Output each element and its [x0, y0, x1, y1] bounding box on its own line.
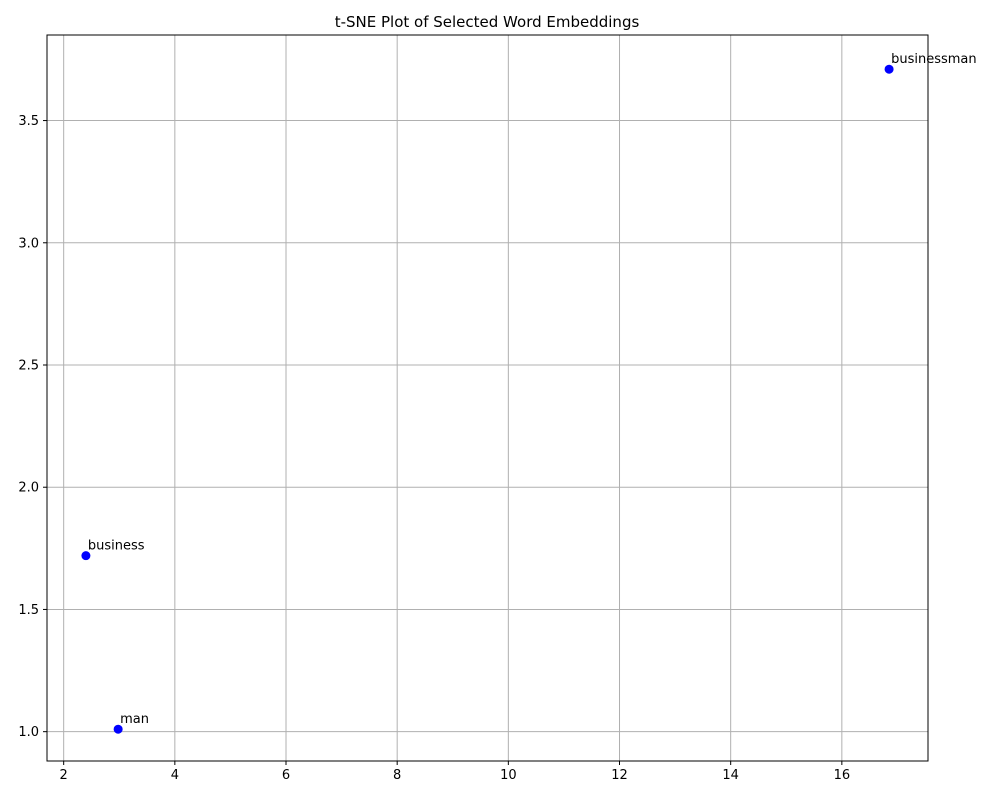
- x-tick-label: 14: [722, 768, 739, 783]
- plot-frame: [46, 34, 929, 762]
- x-tick-label: 12: [611, 768, 628, 783]
- y-tick-label: 1.0: [18, 725, 39, 740]
- x-tick-label: 6: [282, 768, 290, 783]
- y-tick-label: 3.0: [18, 236, 39, 251]
- chart-title: t-SNE Plot of Selected Word Embeddings: [335, 13, 640, 31]
- point-label-man: man: [120, 712, 149, 727]
- point-label-business: business: [88, 539, 145, 554]
- y-tick-label: 1.5: [18, 603, 39, 618]
- y-tick-label: 2.5: [18, 359, 39, 374]
- data-point-business: [81, 551, 91, 561]
- axis-ticks: 2 4 6 8 10 12 14 16 1.0 1.5 2.0 2.5 3.0 3.5: [18, 114, 850, 783]
- data-point-man: [113, 724, 123, 734]
- x-tick-label: 10: [500, 768, 517, 783]
- grid-lines: [47, 35, 928, 761]
- point-label-businessman: businessman: [891, 52, 977, 67]
- data-point-businessman: [884, 64, 894, 74]
- x-tick-label: 16: [834, 768, 851, 783]
- x-tick-label: 4: [171, 768, 179, 783]
- y-tick-label: 3.5: [18, 114, 39, 129]
- y-tick-label: 2.0: [18, 481, 39, 496]
- x-tick-label: 8: [393, 768, 401, 783]
- x-tick-label: 2: [60, 768, 68, 783]
